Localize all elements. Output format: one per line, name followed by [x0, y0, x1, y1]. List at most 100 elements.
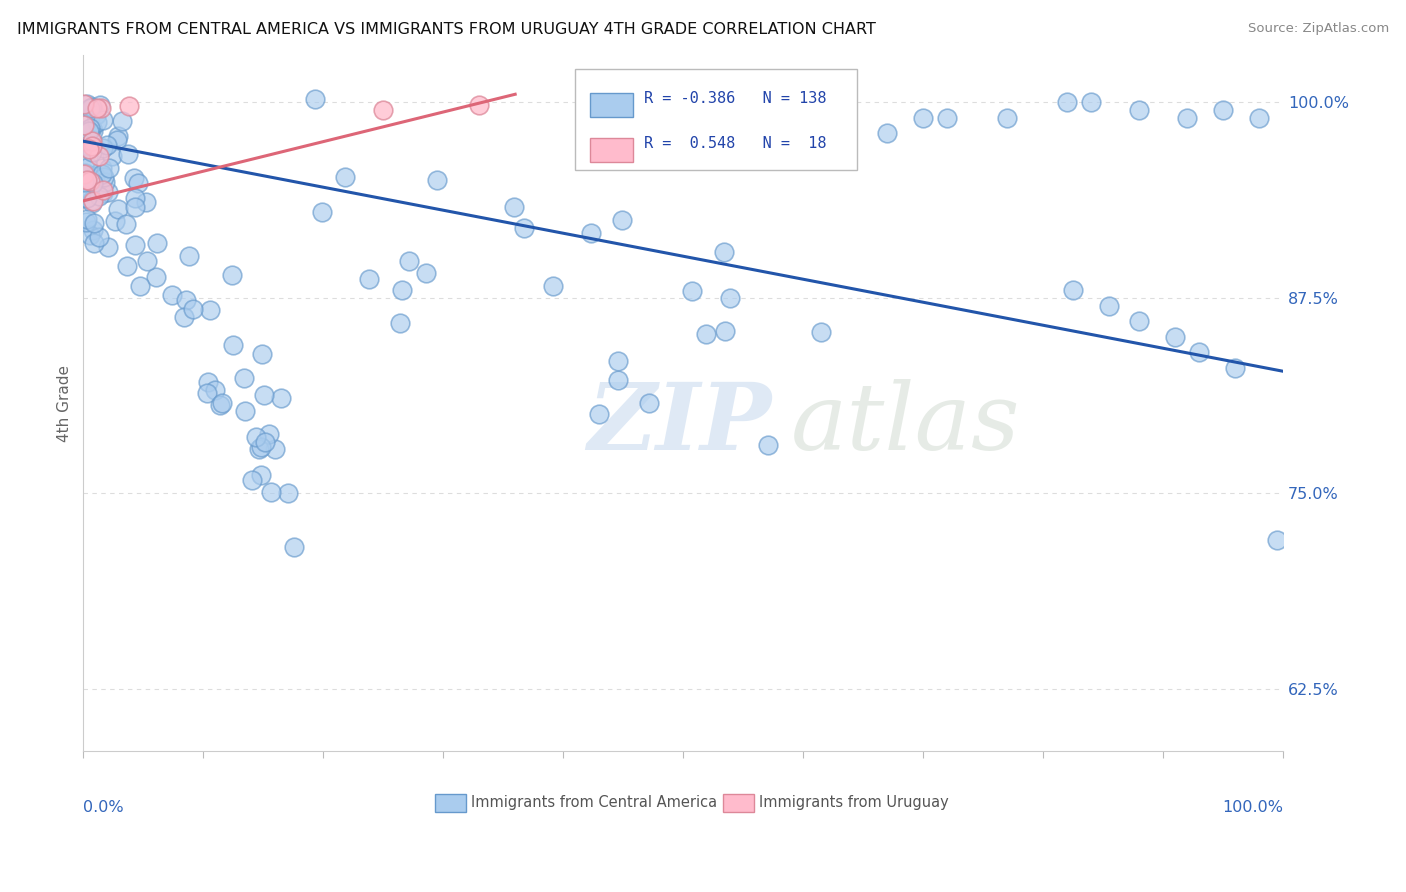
Text: IMMIGRANTS FROM CENTRAL AMERICA VS IMMIGRANTS FROM URUGUAY 4TH GRADE CORRELATION: IMMIGRANTS FROM CENTRAL AMERICA VS IMMIG…: [17, 22, 876, 37]
Point: [82, 136, 104, 150]
Point: [588, 407, 610, 421]
Point: [117, 147, 139, 161]
Point: [91, 186, 114, 201]
Point: [80, 134, 103, 148]
Point: [245, 430, 267, 444]
Point: [513, 221, 536, 235]
Point: [311, 204, 333, 219]
Point: [118, 99, 141, 113]
Point: [254, 434, 277, 449]
Point: [87, 230, 110, 244]
Text: Immigrants from Central America: Immigrants from Central America: [471, 795, 717, 810]
Point: [174, 293, 197, 308]
Point: [80, 139, 103, 153]
Point: [756, 438, 779, 452]
Point: [73, 191, 96, 205]
Point: [82, 124, 104, 138]
Point: [77, 124, 100, 138]
Point: [235, 404, 257, 418]
FancyBboxPatch shape: [589, 137, 633, 161]
Point: [681, 284, 703, 298]
Point: [75, 215, 97, 229]
Point: [232, 371, 254, 385]
Point: [82, 222, 104, 236]
Text: atlas: atlas: [792, 379, 1021, 469]
Point: [1098, 298, 1121, 312]
Point: [1247, 111, 1270, 125]
Point: [89, 189, 111, 203]
Point: [638, 396, 661, 410]
Point: [695, 326, 717, 341]
Point: [124, 200, 146, 214]
Point: [713, 244, 735, 259]
Point: [91, 141, 114, 155]
Point: [86, 115, 108, 129]
Point: [122, 170, 145, 185]
Point: [240, 474, 263, 488]
Point: [79, 174, 101, 188]
Point: [936, 111, 959, 125]
Point: [173, 310, 195, 324]
Point: [91, 112, 114, 127]
Text: 0.0%: 0.0%: [83, 800, 124, 815]
Point: [1164, 330, 1187, 344]
Point: [995, 111, 1018, 125]
Point: [76, 212, 98, 227]
Point: [96, 137, 118, 152]
Point: [75, 166, 97, 180]
Point: [335, 169, 357, 184]
Point: [79, 110, 101, 124]
Point: [503, 200, 526, 214]
Point: [718, 291, 741, 305]
Point: [1128, 103, 1150, 117]
Point: [177, 250, 200, 264]
Point: [80, 100, 103, 114]
Point: [82, 194, 104, 209]
Text: ZIP: ZIP: [588, 379, 772, 469]
Point: [197, 375, 219, 389]
Point: [260, 485, 283, 500]
Point: [83, 169, 105, 184]
Text: 100.0%: 100.0%: [1222, 800, 1282, 815]
Point: [129, 278, 152, 293]
Point: [82, 193, 104, 207]
Point: [72, 168, 94, 182]
Point: [82, 176, 104, 190]
Point: [83, 216, 105, 230]
Point: [828, 142, 851, 156]
Point: [93, 169, 115, 184]
Point: [80, 145, 103, 159]
Point: [77, 151, 100, 165]
Point: [104, 214, 127, 228]
Point: [388, 316, 411, 330]
Point: [208, 398, 231, 412]
Point: [181, 301, 204, 316]
Point: [579, 226, 602, 240]
FancyBboxPatch shape: [589, 93, 633, 117]
Point: [115, 259, 138, 273]
Point: [82, 196, 104, 211]
Point: [1128, 314, 1150, 328]
Point: [222, 338, 245, 352]
Text: R =  0.548   N =  18: R = 0.548 N = 18: [644, 136, 827, 152]
Point: [73, 175, 96, 189]
Point: [1175, 111, 1198, 125]
Point: [250, 347, 273, 361]
Point: [426, 173, 449, 187]
Point: [1056, 95, 1078, 109]
Point: [253, 388, 276, 402]
Point: [607, 374, 630, 388]
Point: [90, 168, 112, 182]
Point: [91, 183, 114, 197]
Point: [304, 92, 326, 106]
Point: [912, 111, 935, 125]
Point: [107, 129, 129, 144]
Point: [250, 467, 273, 482]
Point: [80, 120, 103, 135]
Point: [160, 288, 183, 302]
Point: [79, 121, 101, 136]
Point: [124, 190, 146, 204]
Y-axis label: 4th Grade: 4th Grade: [58, 365, 72, 442]
Text: R = -0.386   N = 138: R = -0.386 N = 138: [644, 91, 827, 106]
Point: [90, 161, 112, 175]
